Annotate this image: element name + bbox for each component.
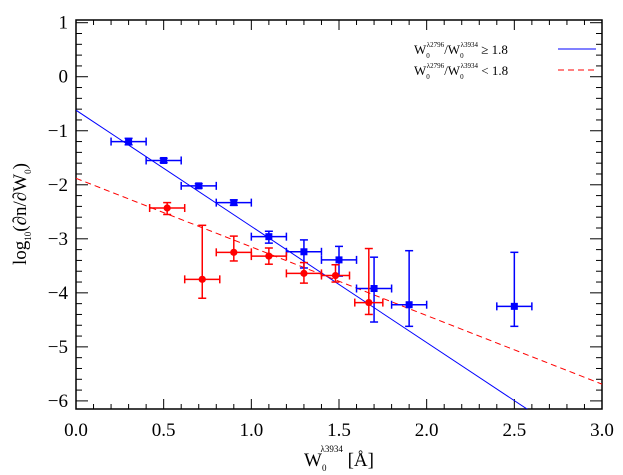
y-axis-label-sub2: 0 — [23, 169, 33, 174]
y-axis-label-post: ) — [10, 163, 31, 169]
x-axis-label-sub: 0 — [322, 463, 327, 473]
data-point-circle — [300, 269, 308, 277]
data-point-square — [160, 156, 168, 164]
x-tick-label: 2.0 — [415, 420, 439, 441]
y-tick-label: −6 — [48, 391, 68, 412]
x-tick-label: 1.0 — [239, 420, 263, 441]
y-axis-label-mid: (∂n/∂W — [10, 174, 31, 232]
x-tick-label: 0.0 — [64, 420, 88, 441]
data-point-square — [125, 138, 133, 146]
y-tick-label: 1 — [59, 13, 69, 34]
data-point-circle — [230, 248, 238, 256]
data-point-circle — [265, 252, 273, 260]
data-point-circle — [163, 204, 171, 212]
fit-lines — [76, 109, 602, 409]
y-tick-label: −3 — [48, 229, 68, 250]
data-points — [125, 138, 518, 310]
data-point-square — [370, 285, 378, 293]
x-tick-label: 2.5 — [502, 420, 526, 441]
y-tick-label: 0 — [59, 67, 69, 88]
fit-line-0 — [76, 109, 528, 409]
x-tick-label: 1.5 — [327, 420, 351, 441]
data-point-square — [300, 248, 308, 256]
x-axis-label: W0 λ3934 [Å] — [304, 444, 374, 473]
data-point-square — [195, 182, 203, 190]
data-point-square — [230, 199, 238, 207]
y-axis-label-sub: 10 — [23, 231, 33, 241]
data-point-circle — [198, 275, 206, 283]
x-tick-label: 3.0 — [590, 420, 614, 441]
data-point-square — [510, 302, 518, 310]
x-axis-label-tail: [Å] — [343, 450, 374, 471]
plot-frame — [75, 19, 603, 410]
x-axis-label-sup: λ3934 — [320, 444, 343, 454]
axis-tick-labels: 0.0 0.5 1.0 1.5 2.0 2.5 3.0 1 0 −1 −2 −3 −4 −5 −6 — [48, 13, 614, 441]
data-point-square — [335, 256, 343, 264]
fit-line-1 — [76, 177, 602, 385]
legend-label-1: W0λ2796/W0λ3934 < 1.8 — [414, 62, 508, 81]
error-bars — [110, 137, 533, 328]
data-point-square — [405, 301, 413, 309]
y-axis-label: log10(∂n/∂W0) — [10, 163, 33, 265]
x-axis-label-base: W — [304, 450, 322, 471]
y-axis-label-pre: log — [10, 240, 31, 265]
y-tick-label: −4 — [48, 283, 69, 304]
data-point-circle — [365, 298, 373, 307]
y-tick-label: −5 — [48, 337, 68, 358]
y-tick-label: −2 — [48, 175, 68, 196]
axis-ticks — [75, 20, 603, 409]
legend-label-0: W0λ2796/W0λ3934 ≥ 1.8 — [414, 41, 508, 60]
x-tick-label: 0.5 — [152, 420, 176, 441]
legend: W0λ2796/W0λ3934 ≥ 1.8 W0λ2796/W0λ3934 < … — [414, 41, 596, 81]
data-point-square — [265, 233, 273, 241]
data-point-circle — [331, 271, 340, 280]
y-tick-label: −1 — [48, 121, 68, 142]
